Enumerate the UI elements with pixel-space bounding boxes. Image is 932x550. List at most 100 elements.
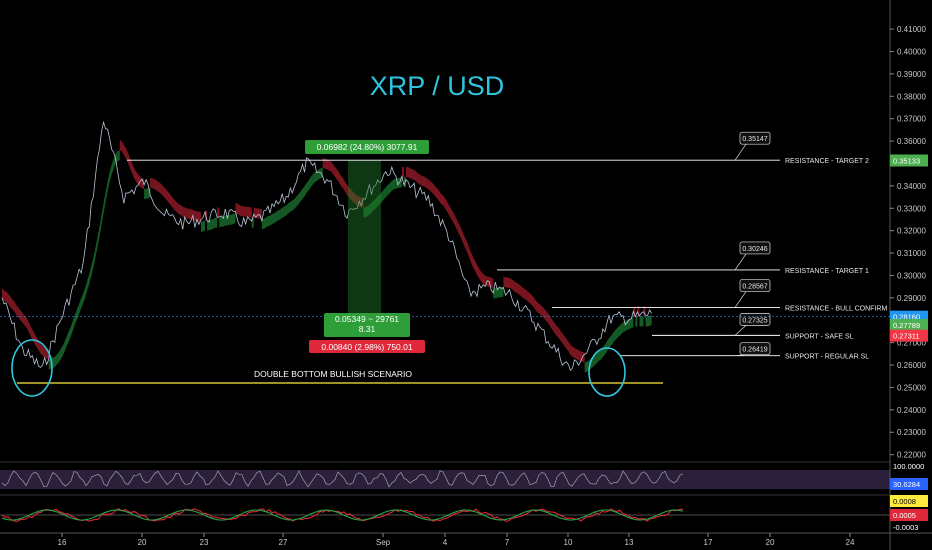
ma-ribbon-segment: [119, 140, 122, 152]
ma-ribbon-segment: [527, 291, 530, 304]
ma-ribbon-segment: [280, 207, 283, 220]
x-tick-label: 10: [564, 538, 573, 547]
ma-ribbon-segment: [22, 312, 25, 326]
ma-ribbon-segment: [77, 303, 80, 320]
ma-ribbon-segment: [229, 214, 232, 225]
level-name-label: RESISTANCE - TARGET 1: [785, 268, 869, 275]
ma-ribbon-segment: [424, 176, 427, 188]
ma-ribbon-segment: [470, 252, 473, 267]
ma-ribbon-segment: [223, 215, 226, 227]
y-tick-label: 0.32000: [897, 227, 926, 236]
ma-ribbon-segment: [487, 276, 490, 287]
ma-ribbon-segment: [274, 211, 277, 224]
price-tag: [890, 154, 928, 167]
ma-ribbon-segment: [499, 287, 502, 298]
level-callout-pointer: [734, 325, 747, 336]
ma-ribbon-segment: [198, 211, 201, 222]
x-tick-label: 13: [625, 538, 634, 547]
macd-axis-label: -0.0003: [893, 523, 918, 532]
ma-ribbon-segment: [639, 316, 642, 327]
ma-ribbon-segment: [576, 348, 579, 361]
ma-ribbon-segment: [146, 188, 149, 199]
price-tag-label: 0.28160: [893, 313, 920, 322]
ma-ribbon-segment: [631, 317, 634, 329]
level-name-label: SUPPORT - SAFE SL: [785, 333, 854, 340]
ma-ribbon-segment: [42, 345, 45, 358]
ma-ribbon-segment: [292, 198, 295, 211]
ma-ribbon-segment: [326, 159, 329, 171]
price-tag: [890, 329, 928, 342]
ma-ribbon-segment: [420, 174, 423, 186]
ma-ribbon-segment: [56, 352, 59, 365]
ma-ribbon-segment: [170, 194, 173, 208]
x-tick-label: 7: [505, 538, 510, 547]
ma-ribbon-segment: [556, 325, 559, 338]
ma-ribbon-segment: [211, 218, 214, 230]
ma-ribbon-segment: [466, 241, 469, 257]
ma-ribbon-segment: [442, 194, 445, 208]
ma-ribbon-segment: [503, 276, 506, 288]
ma-ribbon-segment: [194, 210, 197, 222]
ma-ribbon-segment: [458, 223, 461, 238]
level-callout-box: [739, 279, 771, 292]
level-callout-box: [739, 131, 771, 145]
ma-ribbon-segment: [257, 208, 260, 219]
ma-ribbon-segment: [237, 203, 240, 215]
ma-ribbon-segment: [389, 180, 392, 194]
ma-ribbon-segment: [180, 205, 183, 217]
y-tick-label: 0.34000: [897, 182, 926, 191]
ma-ribbon-segment: [418, 173, 421, 185]
ma-ribbon-segment: [125, 148, 128, 163]
ma-ribbon-segment: [105, 181, 108, 203]
ma-ribbon-segment: [245, 206, 248, 217]
ma-ribbon-segment: [184, 207, 187, 219]
ma-ribbon-segment: [121, 141, 124, 155]
ma-ribbon-segment: [375, 196, 378, 209]
ma-ribbon-segment: [188, 208, 191, 220]
ma-ribbon-segment: [542, 306, 545, 319]
ma-ribbon-segment: [322, 157, 325, 169]
ma-ribbon-segment: [475, 260, 478, 276]
ma-ribbon-segment: [483, 273, 486, 286]
ma-ribbon-segment: [330, 161, 333, 175]
ma-ribbon-segment: [243, 206, 246, 217]
y-tick-label: 0.33000: [897, 204, 926, 213]
ma-ribbon-segment: [69, 325, 72, 341]
ma-ribbon-segment: [460, 227, 463, 243]
ma-ribbon-segment: [87, 273, 90, 291]
ma-ribbon-segment: [276, 210, 279, 222]
ma-ribbon-segment: [296, 194, 299, 207]
ma-ribbon-segment: [91, 257, 94, 276]
ma-ribbon-segment: [365, 206, 368, 218]
ma-ribbon-segment: [79, 298, 82, 314]
rsi-tag: [890, 478, 928, 490]
ma-ribbon-segment: [32, 329, 35, 344]
ma-ribbon-segment: [133, 167, 137, 182]
ma-ribbon-segment: [345, 181, 348, 196]
ma-ribbon-segment: [379, 192, 382, 205]
ma-ribbon-segment: [158, 181, 161, 194]
ma-ribbon-segment: [501, 286, 504, 298]
level-callout-pointer: [734, 143, 747, 161]
ma-ribbon-segment: [16, 304, 19, 318]
ma-ribbon-segment: [552, 319, 555, 333]
macd-tag: [890, 495, 928, 507]
level-name-label: SUPPORT - REGULAR SL: [785, 354, 869, 361]
ma-ribbon-segment: [450, 208, 453, 222]
ma-ribbon-segment: [377, 194, 380, 207]
ma-ribbon-segment: [200, 221, 203, 232]
ma-ribbon-segment: [406, 167, 409, 178]
ma-ribbon-segment: [515, 282, 518, 294]
ma-ribbon-segment: [269, 214, 273, 226]
ma-ribbon-segment: [203, 220, 206, 232]
ma-ribbon-segment: [562, 332, 565, 347]
ma-ribbon-segment: [434, 185, 437, 198]
ma-ribbon-segment: [60, 345, 63, 359]
ma-ribbon-segment: [456, 219, 459, 234]
y-tick-label: 0.41000: [897, 25, 926, 34]
ma-ribbon-segment: [582, 351, 585, 363]
ma-ribbon-segment: [109, 164, 112, 183]
ma-ribbon-segment: [154, 179, 157, 191]
ma-ribbon-segment: [314, 171, 317, 183]
